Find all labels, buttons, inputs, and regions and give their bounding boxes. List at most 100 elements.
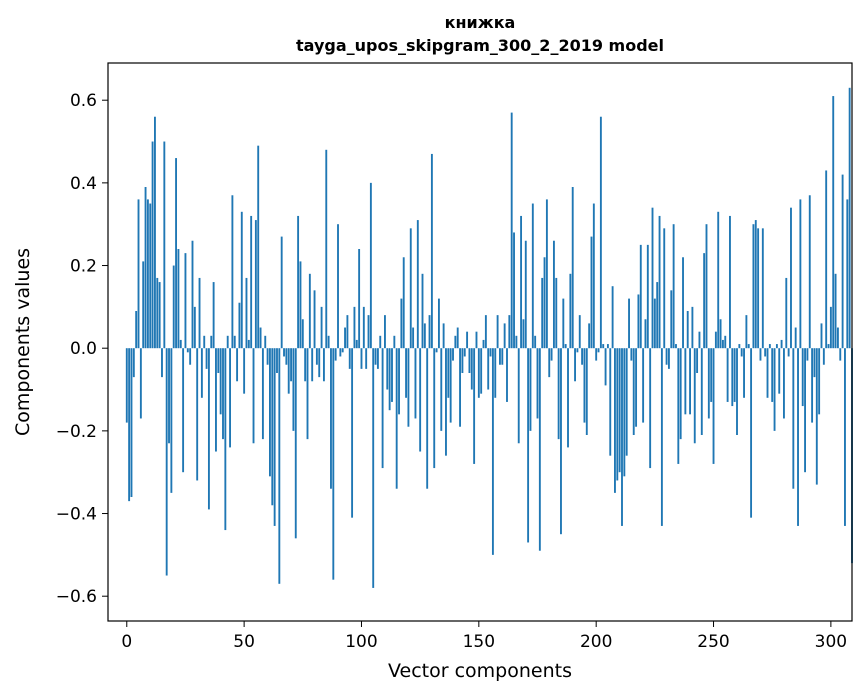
bar [740, 348, 743, 357]
bar [691, 306, 694, 349]
bar [292, 348, 295, 431]
bar [290, 348, 293, 382]
bar [306, 348, 309, 440]
bar [834, 273, 837, 349]
bar [736, 348, 738, 435]
y-tick-label: −0.2 [56, 422, 97, 442]
bar [480, 348, 483, 394]
bar [797, 348, 799, 526]
bar [468, 348, 471, 373]
bar [721, 339, 724, 349]
bar [395, 348, 398, 489]
bar [435, 348, 438, 353]
bar [285, 348, 288, 365]
x-axis-label: Vector components [388, 660, 572, 682]
bar [576, 348, 579, 353]
bar [738, 344, 741, 349]
bar [367, 315, 370, 349]
bar [198, 277, 201, 349]
bar [264, 335, 267, 349]
bar [386, 348, 389, 390]
bars-group [125, 87, 853, 588]
bar [698, 331, 701, 349]
bar [508, 315, 511, 349]
bar [689, 348, 691, 415]
bar [247, 339, 250, 349]
bar [754, 220, 757, 349]
bar [632, 348, 635, 435]
bar [233, 335, 236, 349]
x-tick-label: 50 [233, 632, 255, 652]
bar [775, 344, 778, 349]
bar [628, 298, 630, 349]
bar [332, 348, 335, 580]
bar [731, 348, 734, 407]
bar [679, 348, 682, 440]
bar [729, 215, 731, 349]
bar [318, 348, 321, 378]
bar [405, 348, 408, 398]
bar [128, 348, 131, 502]
bar [684, 348, 687, 415]
bar [311, 348, 314, 382]
bar [280, 236, 283, 349]
bar [552, 240, 555, 349]
bar [811, 348, 814, 423]
bar [630, 348, 633, 361]
bar [226, 335, 229, 349]
bar [543, 257, 546, 349]
bar [599, 116, 602, 349]
bar [144, 187, 147, 349]
x-tick-label: 0 [121, 632, 132, 652]
bar [818, 348, 821, 415]
bar [301, 319, 304, 349]
bar [524, 240, 527, 349]
bar [402, 257, 405, 349]
bar [130, 348, 133, 497]
bar [682, 257, 684, 349]
bar [182, 348, 185, 473]
bar [447, 348, 450, 398]
x-tick-label: 100 [345, 632, 377, 652]
bar [297, 215, 300, 349]
y-tick-label: 0.4 [70, 174, 97, 194]
bar [344, 327, 346, 349]
bar [156, 277, 159, 349]
bar [463, 348, 466, 357]
bar [602, 344, 605, 349]
bar [294, 348, 297, 539]
bar [337, 224, 339, 349]
bar [564, 344, 567, 349]
bar [266, 348, 269, 365]
bar [325, 149, 328, 349]
bar [132, 348, 135, 378]
bar [142, 261, 145, 349]
bar [667, 348, 670, 369]
bar [271, 348, 274, 506]
bar [400, 298, 403, 349]
bar [348, 348, 351, 369]
bar [794, 327, 797, 349]
bar [592, 203, 595, 349]
bar [416, 220, 419, 349]
bar [639, 244, 642, 349]
bar [588, 323, 591, 349]
bar [461, 348, 464, 373]
bar [339, 348, 342, 357]
bar [836, 327, 839, 349]
bar [750, 348, 753, 518]
bar [482, 339, 485, 349]
bar [428, 315, 431, 349]
bar [761, 228, 764, 349]
bar [139, 348, 142, 419]
bar [269, 348, 271, 477]
bar [445, 348, 447, 456]
bar [700, 348, 703, 435]
bar [783, 348, 785, 419]
bar [813, 348, 816, 378]
bar [637, 294, 640, 349]
bar [407, 348, 410, 427]
bar [642, 348, 645, 423]
